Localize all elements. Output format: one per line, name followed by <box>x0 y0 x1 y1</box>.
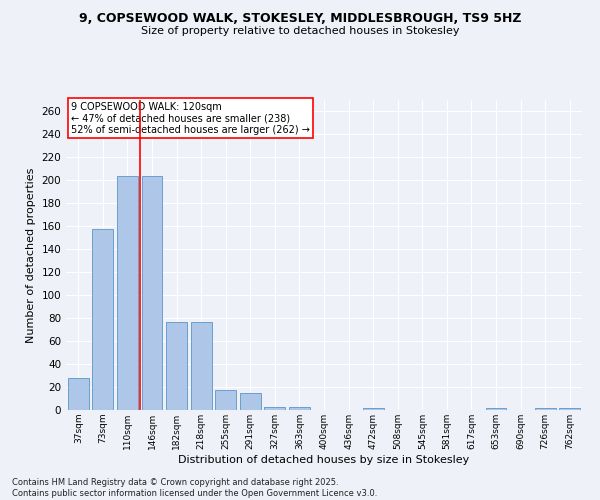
Bar <box>191 322 212 410</box>
Text: Contains HM Land Registry data © Crown copyright and database right 2025.
Contai: Contains HM Land Registry data © Crown c… <box>12 478 377 498</box>
Bar <box>240 393 261 410</box>
Bar <box>362 408 383 410</box>
X-axis label: Distribution of detached houses by size in Stokesley: Distribution of detached houses by size … <box>178 454 470 464</box>
Text: 9, COPSEWOOD WALK, STOKESLEY, MIDDLESBROUGH, TS9 5HZ: 9, COPSEWOOD WALK, STOKESLEY, MIDDLESBRO… <box>79 12 521 26</box>
Bar <box>215 390 236 410</box>
Bar <box>142 176 163 410</box>
Bar <box>68 378 89 410</box>
Bar <box>265 406 286 410</box>
Text: Size of property relative to detached houses in Stokesley: Size of property relative to detached ho… <box>141 26 459 36</box>
Bar <box>535 408 556 410</box>
Text: 9 COPSEWOOD WALK: 120sqm
← 47% of detached houses are smaller (238)
52% of semi-: 9 COPSEWOOD WALK: 120sqm ← 47% of detach… <box>71 102 310 134</box>
Bar <box>485 408 506 410</box>
Y-axis label: Number of detached properties: Number of detached properties <box>26 168 36 342</box>
Bar <box>92 228 113 410</box>
Bar <box>166 322 187 410</box>
Bar <box>117 176 138 410</box>
Bar <box>559 408 580 410</box>
Bar <box>289 406 310 410</box>
